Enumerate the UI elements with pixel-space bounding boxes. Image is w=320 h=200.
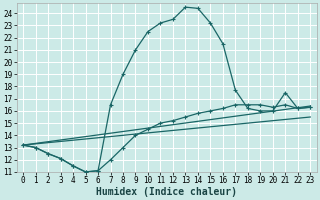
X-axis label: Humidex (Indice chaleur): Humidex (Indice chaleur)	[96, 186, 237, 197]
